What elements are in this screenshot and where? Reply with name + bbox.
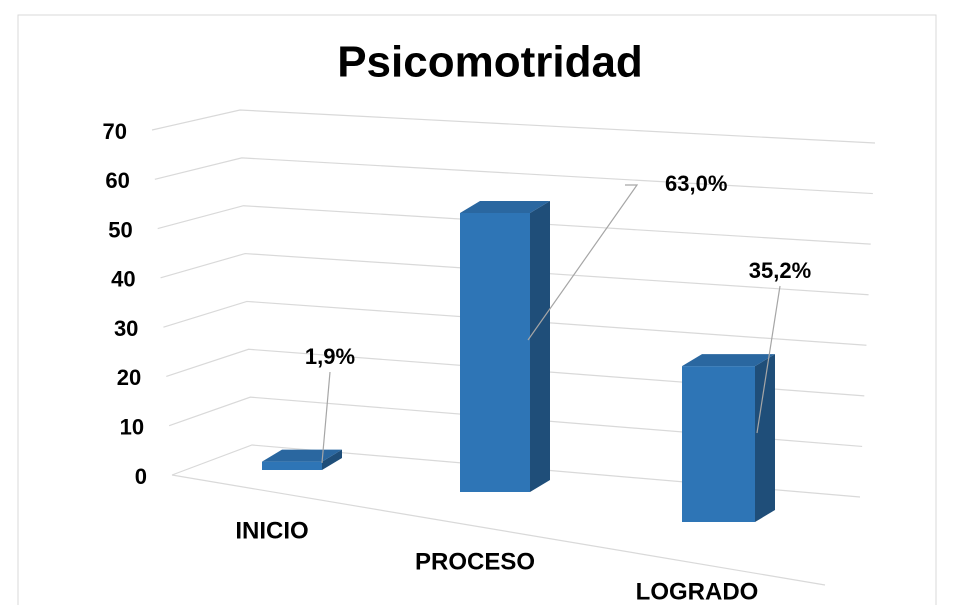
floor-line <box>171 474 826 586</box>
y-tick-label: 60 <box>105 168 129 193</box>
bar-side <box>322 449 342 470</box>
bar <box>460 201 550 492</box>
y-tick-label: 40 <box>111 267 135 292</box>
grid-line <box>163 300 867 346</box>
bar-side <box>530 201 550 492</box>
chart-frame <box>17 14 937 605</box>
grid-line <box>151 109 876 144</box>
leader-line <box>527 184 639 341</box>
chart-title: Psicomotridad <box>337 38 643 87</box>
y-tick-label: 50 <box>108 217 132 242</box>
y-tick-label: 20 <box>117 365 141 390</box>
x-tick-label: PROCESO <box>415 548 535 575</box>
grid-line <box>160 252 869 296</box>
bar-side <box>755 354 775 522</box>
bar <box>262 449 342 470</box>
bar-top <box>682 354 775 367</box>
grid-line <box>166 348 865 397</box>
leader-line <box>756 285 781 434</box>
data-label: 1,9% <box>305 344 355 369</box>
y-tick-label: 0 <box>135 464 147 489</box>
data-label: 63,0% <box>665 171 727 196</box>
leader-line <box>321 371 331 464</box>
grid-line <box>168 396 863 448</box>
data-label: 35,2% <box>749 258 811 283</box>
bar-front <box>682 366 755 522</box>
bar-top <box>460 201 550 213</box>
grid-line <box>154 157 873 195</box>
x-tick-label: LOGRADO <box>636 578 759 605</box>
y-tick-label: 30 <box>114 316 138 341</box>
y-tick-label: 70 <box>103 119 127 144</box>
x-tick-label: INICIO <box>235 517 308 544</box>
grid-line <box>157 205 871 245</box>
bar-front <box>460 213 530 492</box>
grid-line <box>171 444 861 498</box>
bar <box>682 354 775 522</box>
y-tick-label: 10 <box>120 415 144 440</box>
bar-front <box>262 461 322 470</box>
